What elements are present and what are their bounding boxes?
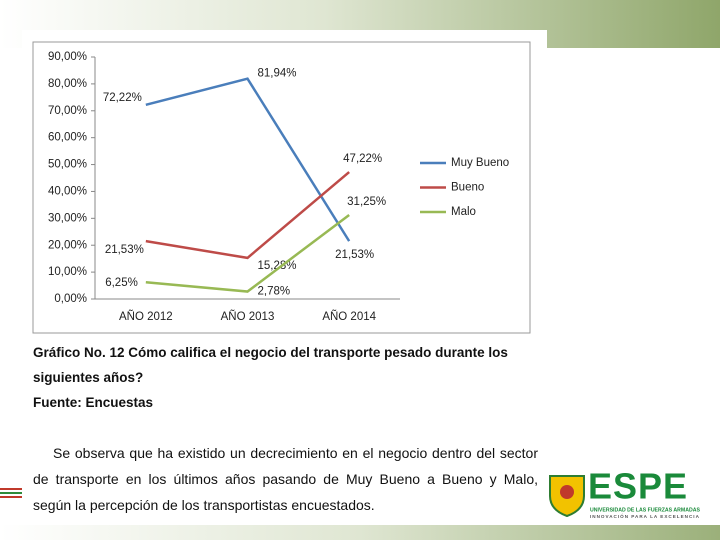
data-label: 47,22%: [343, 153, 382, 165]
series-line: [145, 171, 350, 260]
data-label: 81,94%: [258, 68, 297, 80]
legend-label: Malo: [451, 206, 476, 218]
legend-label: Bueno: [451, 182, 484, 194]
logo-line: INNOVACIÓN PARA LA EXCELENCIA: [590, 512, 700, 519]
y-tick-label: 80,00%: [48, 78, 87, 90]
series-line: [145, 77, 351, 242]
y-tick-label: 10,00%: [48, 266, 87, 278]
data-label: 31,25%: [347, 196, 386, 208]
data-label: 72,22%: [103, 92, 142, 104]
bottom-band: [0, 525, 720, 540]
caption-title: Gráfico No. 12 Cómo califica el negocio …: [33, 345, 508, 385]
y-tick-label: 30,00%: [48, 212, 87, 224]
stripe: [0, 496, 22, 498]
x-tick-label: AÑO 2014: [322, 310, 376, 323]
logo-line: UNIVERSIDAD DE LAS FUERZAS ARMADAS: [590, 507, 700, 513]
stripe: [0, 488, 22, 490]
chart-frame: [32, 41, 531, 334]
y-tick-label: 20,00%: [48, 239, 87, 251]
data-label: 2,78%: [258, 286, 291, 298]
y-tick-label: 90,00%: [48, 51, 87, 63]
y-tick-label: 40,00%: [48, 185, 87, 197]
data-label: 6,25%: [105, 277, 138, 289]
logo-text: ESPE: [588, 466, 688, 507]
y-tick-label: 70,00%: [48, 105, 87, 117]
legend-label: Muy Bueno: [451, 157, 509, 169]
data-label: 21,53%: [335, 249, 374, 261]
caption-source: Fuente: Encuestas: [33, 395, 154, 410]
series-line: [145, 213, 350, 293]
data-label: 21,53%: [105, 244, 144, 256]
stripe: [0, 492, 22, 494]
y-tick-label: 60,00%: [48, 132, 87, 144]
y-tick-label: 50,00%: [48, 159, 87, 171]
y-tick-label: 0,00%: [54, 293, 87, 305]
x-tick-label: AÑO 2012: [119, 310, 173, 323]
logo-emblem: [560, 485, 574, 499]
body-text: Se observa que ha existido un decrecimie…: [33, 445, 538, 513]
x-tick-label: AÑO 2013: [221, 310, 275, 323]
